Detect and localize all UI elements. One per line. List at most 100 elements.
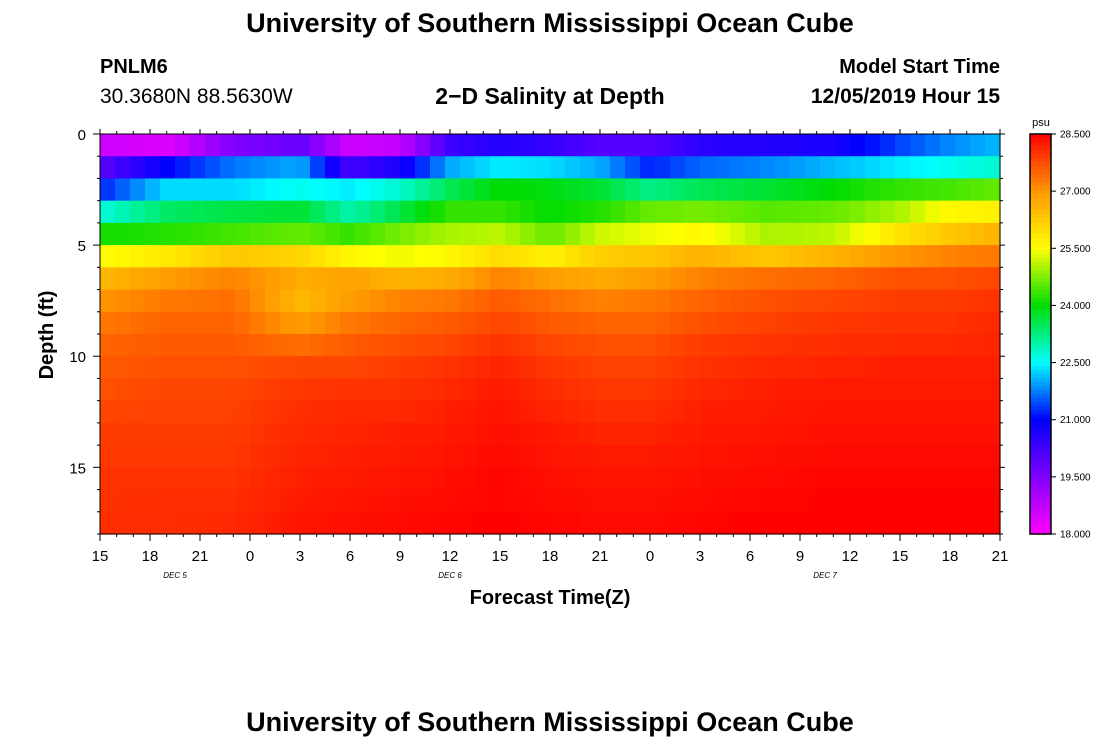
heatmap-cell — [310, 311, 326, 335]
heatmap-cell — [640, 334, 656, 357]
x-tick-label: 12 — [442, 548, 459, 565]
heatmap-cell — [400, 445, 416, 468]
heatmap-cell — [295, 511, 311, 535]
heatmap-cell — [880, 156, 896, 180]
heatmap-cell — [985, 489, 1001, 513]
heatmap-cell — [850, 445, 866, 468]
heatmap-cell — [865, 356, 881, 380]
heatmap-cell — [790, 511, 806, 535]
heatmap-cell — [895, 134, 911, 157]
heatmap-cell — [970, 334, 986, 357]
heatmap-cell — [370, 134, 386, 157]
heatmap-cell — [190, 289, 206, 313]
heatmap-cell — [910, 378, 926, 402]
heatmap-cell — [715, 289, 731, 313]
heatmap-cell — [655, 422, 671, 446]
colorbar-unit-label: psu — [1032, 117, 1050, 129]
colorbar-segment — [1030, 138, 1051, 143]
heatmap-cell — [265, 356, 281, 380]
heatmap-cell — [280, 356, 296, 380]
heatmap-cell — [310, 422, 326, 446]
heatmap-cell — [175, 489, 191, 513]
heatmap-cell — [205, 445, 221, 468]
heatmap-cell — [205, 489, 221, 513]
heatmap-cell — [700, 178, 716, 202]
heatmap-cell — [880, 311, 896, 335]
heatmap-cell — [895, 267, 911, 291]
heatmap-cell — [385, 445, 401, 468]
heatmap-cell — [850, 200, 866, 224]
heatmap-cell — [655, 267, 671, 291]
heatmap-cell — [820, 378, 836, 402]
heatmap-cell — [535, 445, 551, 468]
heatmap-cell — [625, 311, 641, 335]
heatmap-cell — [910, 400, 926, 424]
heatmap-cell — [115, 445, 131, 468]
heatmap-cell — [445, 222, 461, 246]
heatmap-cell — [370, 489, 386, 513]
heatmap-cell — [670, 200, 686, 224]
heatmap-cell — [760, 422, 776, 446]
colorbar-segment — [1030, 334, 1051, 339]
heatmap-cell — [295, 445, 311, 468]
heatmap-cell — [175, 289, 191, 313]
heatmap-cell — [520, 489, 536, 513]
heatmap-cell — [355, 245, 371, 268]
heatmap-cell — [880, 267, 896, 291]
heatmap-cell — [715, 222, 731, 246]
heatmap-cell — [535, 178, 551, 202]
heatmap-cell — [505, 289, 521, 313]
heatmap-cell — [475, 289, 491, 313]
heatmap-cell — [805, 267, 821, 291]
heatmap-cell — [625, 289, 641, 313]
heatmap-cell — [850, 134, 866, 157]
heatmap-cell — [820, 445, 836, 468]
heatmap-cell — [385, 467, 401, 491]
heatmap-cell — [580, 489, 596, 513]
heatmap-cell — [595, 511, 611, 535]
colorbar-segment — [1030, 238, 1051, 243]
heatmap-cell — [235, 245, 251, 268]
heatmap-cell — [970, 267, 986, 291]
colorbar-segment — [1030, 302, 1051, 307]
heatmap-cell — [220, 400, 236, 424]
heatmap-cell — [640, 200, 656, 224]
heatmap-cell — [295, 422, 311, 446]
heatmap-cell — [700, 134, 716, 157]
colorbar-segment — [1030, 406, 1051, 411]
heatmap-cell — [145, 245, 161, 268]
heatmap-cell — [700, 222, 716, 246]
heatmap-cell — [385, 289, 401, 313]
heatmap-cell — [790, 356, 806, 380]
colorbar-tick-label: 19.500 — [1060, 472, 1091, 483]
heatmap-cell — [985, 289, 1001, 313]
heatmap-cell — [265, 267, 281, 291]
heatmap-cell — [865, 222, 881, 246]
heatmap-cell — [130, 267, 146, 291]
heatmap-cell — [850, 267, 866, 291]
heatmap-cell — [865, 311, 881, 335]
heatmap-cell — [955, 222, 971, 246]
heatmap-cell — [775, 334, 791, 357]
heatmap-cell — [730, 178, 746, 202]
heatmap-cell — [640, 378, 656, 402]
heatmap-cell — [265, 378, 281, 402]
heatmap-cell — [625, 356, 641, 380]
colorbar-segment — [1030, 354, 1051, 359]
colorbar-segment — [1030, 414, 1051, 419]
heatmap-cell — [355, 156, 371, 180]
heatmap-cell — [145, 489, 161, 513]
heatmap-cell — [580, 289, 596, 313]
heatmap-cell — [940, 289, 956, 313]
heatmap-cell — [730, 400, 746, 424]
heatmap-cell — [625, 178, 641, 202]
heatmap-cell — [280, 511, 296, 535]
heatmap-cell — [850, 511, 866, 535]
heatmap-cell — [445, 267, 461, 291]
colorbar-segment — [1030, 510, 1051, 515]
heatmap-cell — [985, 200, 1001, 224]
heatmap-cell — [625, 400, 641, 424]
heatmap-cell — [925, 134, 941, 157]
heatmap-cell — [640, 289, 656, 313]
heatmap-cell — [115, 178, 131, 202]
